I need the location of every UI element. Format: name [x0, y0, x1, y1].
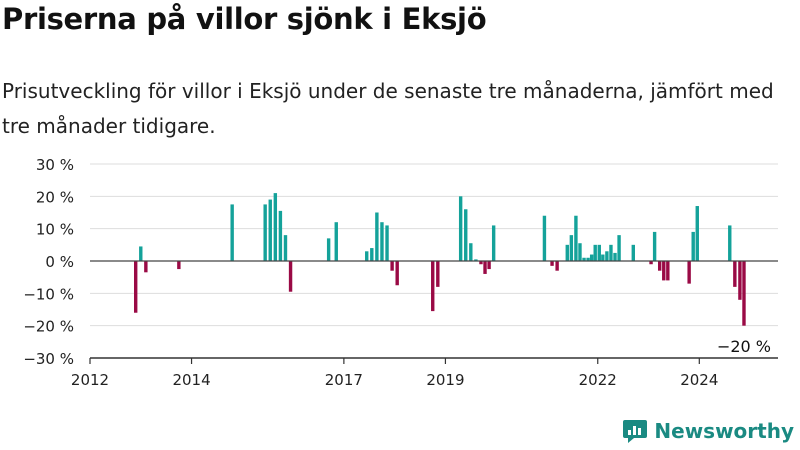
y-tick-label: −30 %: [23, 350, 74, 368]
bar: [555, 261, 559, 271]
y-tick-label: 30 %: [36, 156, 74, 174]
bar: [601, 254, 605, 261]
bar: [550, 261, 554, 266]
bar: [687, 261, 691, 284]
bar: [365, 251, 369, 261]
bar: [609, 244, 613, 261]
bar: [380, 222, 384, 261]
bar: [691, 231, 695, 261]
bar: [288, 261, 293, 292]
bar: [334, 222, 338, 261]
bar: [733, 261, 737, 287]
last-value-annotation: −20 %: [717, 337, 771, 356]
y-tick-label: 20 %: [36, 188, 74, 206]
bar: [574, 215, 578, 261]
bar: [263, 204, 267, 261]
x-tick-label: 2022: [579, 371, 617, 389]
bar: [597, 244, 601, 261]
bar: [617, 235, 621, 261]
bar: [631, 244, 635, 261]
x-tick-label: 2017: [325, 371, 363, 389]
bar: [390, 261, 394, 271]
bar: [326, 238, 331, 261]
bar: [230, 204, 234, 261]
bar: [582, 257, 586, 261]
bar: [695, 206, 699, 261]
bar: [139, 246, 143, 261]
bar: [662, 261, 666, 281]
x-tick-label: 2019: [426, 371, 464, 389]
bar: [375, 212, 379, 261]
bar: [578, 243, 582, 261]
bar: [728, 225, 732, 261]
y-tick-label: 0 %: [45, 253, 74, 271]
bar: [436, 261, 440, 287]
bar: [431, 261, 435, 312]
bar: [565, 244, 569, 261]
bar: [649, 261, 653, 265]
bar: [474, 259, 478, 261]
bar: [385, 225, 389, 261]
bar: [133, 261, 138, 313]
bar: [569, 235, 574, 261]
bar: [273, 193, 278, 261]
chart-subtitle: Prisutveckling för villor i Eksjö under …: [2, 79, 774, 138]
bar: [483, 261, 487, 274]
bar: [278, 210, 283, 261]
bar: [268, 199, 272, 261]
x-tick-label: 2012: [71, 371, 109, 389]
bar: [464, 209, 468, 261]
bar: [144, 261, 148, 273]
bar: [652, 231, 657, 261]
bar: [458, 196, 463, 261]
bar: [586, 257, 590, 261]
brand-name: Newsworthy: [654, 419, 794, 443]
y-tick-label: −20 %: [23, 318, 74, 336]
bar: [613, 252, 617, 261]
bar: [469, 243, 473, 261]
bar: [605, 251, 609, 261]
bar: [283, 235, 288, 261]
bar: [589, 254, 594, 261]
brand-logo: Newsworthy: [622, 418, 794, 444]
y-tick-label: −10 %: [23, 285, 74, 303]
bar: [657, 261, 662, 271]
bar: [479, 261, 483, 265]
bar: [491, 225, 496, 261]
y-tick-label: 10 %: [36, 221, 74, 239]
bar: [542, 215, 547, 261]
bar: [395, 261, 399, 286]
bar: [738, 261, 742, 300]
x-tick-label: 2024: [680, 371, 718, 389]
chart-title: Priserna på villor sjönk i Eksjö: [2, 2, 487, 36]
newsworthy-logo-icon: [623, 420, 648, 443]
bar: [666, 261, 670, 281]
bar: [177, 261, 181, 270]
x-tick-label: 2014: [172, 371, 210, 389]
bar: [370, 248, 374, 261]
bar: [487, 261, 491, 270]
bar: [742, 261, 746, 326]
bar: [593, 244, 597, 261]
